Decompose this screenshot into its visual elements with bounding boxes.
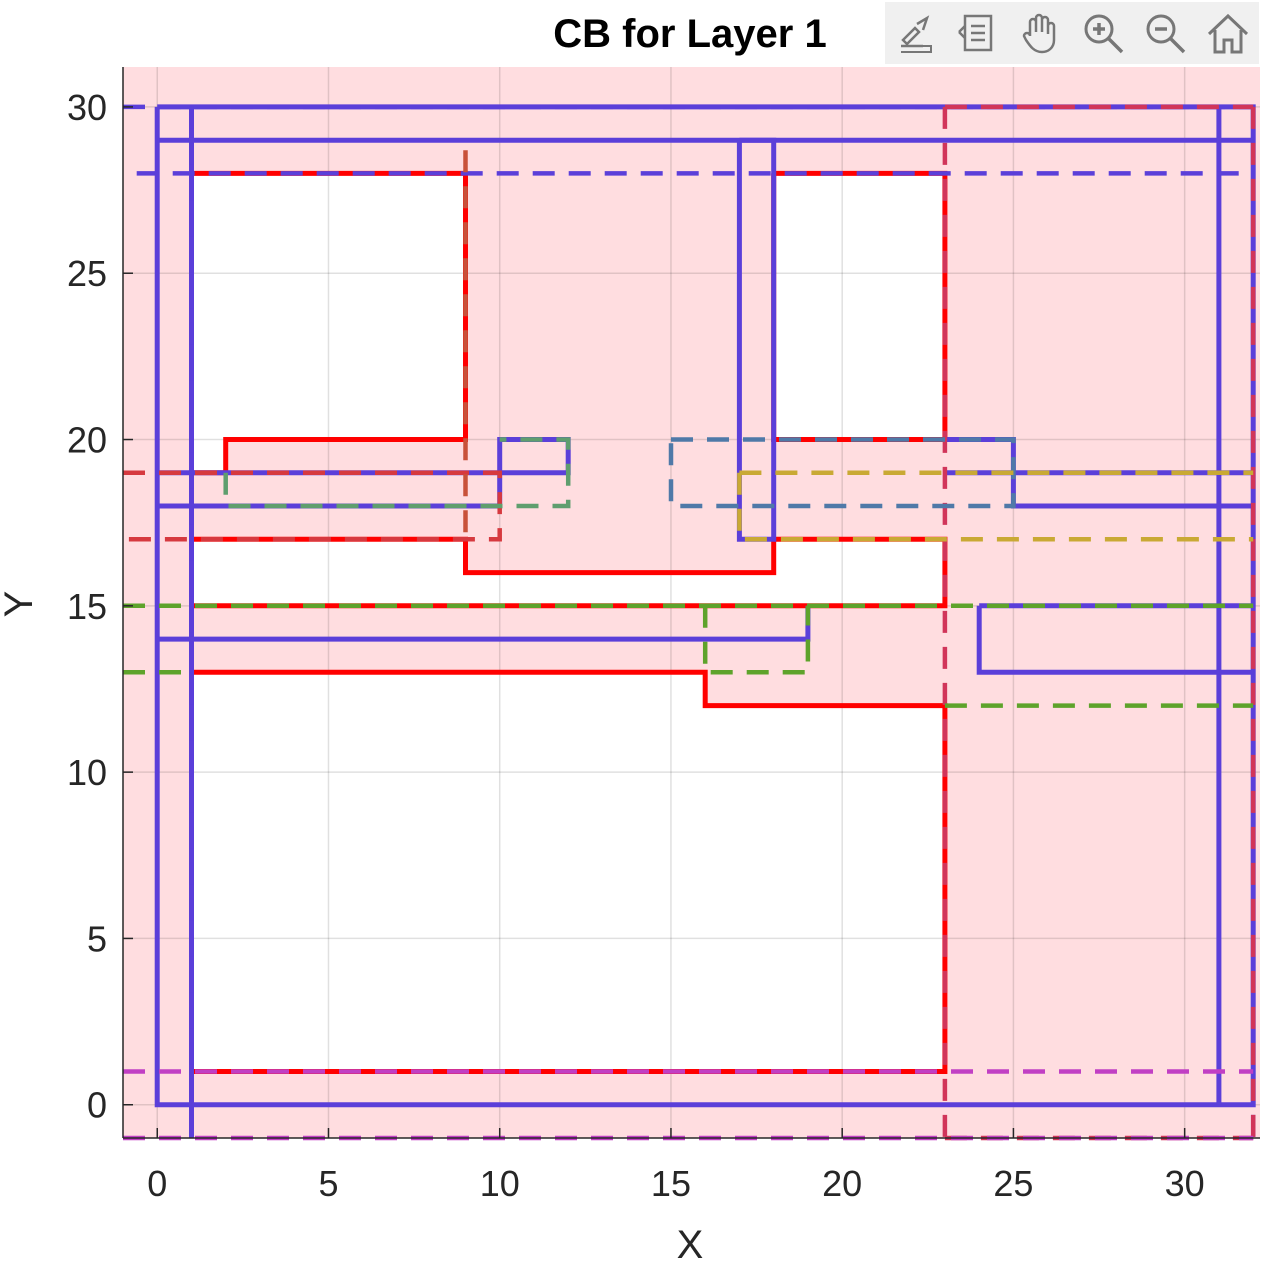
- y-tick-label: 15: [67, 586, 107, 627]
- region-fill: [123, 67, 1260, 1138]
- x-tick-label: 0: [147, 1163, 167, 1204]
- home-icon: [1207, 13, 1248, 54]
- export-icon: [901, 15, 933, 53]
- y-tick-label: 20: [67, 420, 107, 461]
- x-tick-label: 25: [993, 1163, 1033, 1204]
- chart-title: CB for Layer 1: [553, 12, 826, 56]
- zoom-in-icon: [1084, 14, 1124, 54]
- zoom-out-button[interactable]: [1139, 7, 1191, 59]
- y-axis-label: Y: [0, 591, 41, 618]
- axes-toolbar: [885, 2, 1259, 64]
- x-tick-label: 10: [480, 1163, 520, 1204]
- pan-hand-icon: [1022, 13, 1056, 54]
- zoom-in-button[interactable]: [1077, 7, 1129, 59]
- pan-button[interactable]: [1015, 7, 1067, 59]
- export-button[interactable]: [890, 7, 942, 59]
- series-line-31: [702, 605, 811, 675]
- x-axis-label: X: [677, 1223, 704, 1261]
- y-tick-label: 25: [67, 253, 107, 294]
- home-button[interactable]: [1202, 7, 1254, 59]
- y-tick-label: 10: [67, 752, 107, 793]
- series-line-15: [976, 605, 1254, 675]
- axes-background: [123, 67, 1260, 1138]
- x-tick-label: 5: [318, 1163, 338, 1204]
- y-tick-label: 30: [67, 87, 107, 128]
- series-line-27: [668, 437, 1016, 509]
- x-tick-label: 20: [822, 1163, 862, 1204]
- y-tick-label: 5: [87, 918, 107, 959]
- tick-labels: 0 5 10 15 20 25 30 0 5 10 15 20 25 30: [67, 87, 1205, 1204]
- series-line-8: [736, 137, 777, 542]
- y-tick-label: 0: [87, 1085, 107, 1126]
- x-tick-label: 15: [651, 1163, 691, 1204]
- x-tick-label: 30: [1165, 1163, 1205, 1204]
- axes-frame: [122, 67, 1260, 1139]
- zoom-out-icon: [1146, 14, 1186, 54]
- legend-icon: [958, 14, 993, 52]
- series-line-26: [223, 437, 571, 509]
- series-line-29: [737, 472, 1254, 542]
- legend-button[interactable]: [952, 7, 1004, 59]
